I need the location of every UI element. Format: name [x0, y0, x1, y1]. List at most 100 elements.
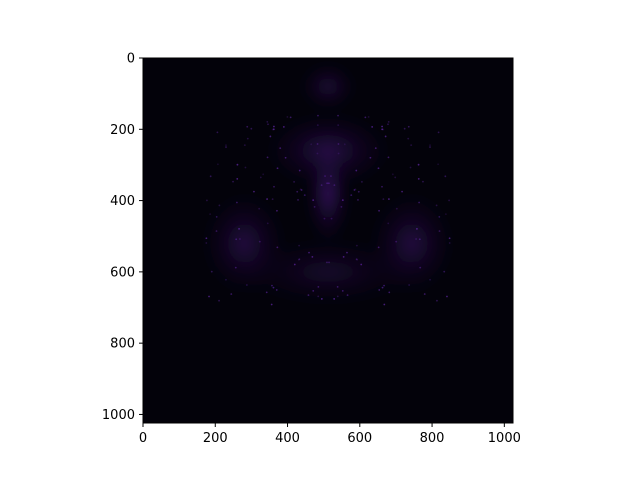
heatmap-speck	[418, 202, 420, 204]
heatmap-speck	[273, 287, 275, 289]
x-axis: 0 200 400 600 800 1000	[139, 423, 521, 446]
heatmap-speck	[276, 210, 278, 212]
heatmap-speck	[294, 264, 296, 266]
heatmap-region-center-column	[306, 140, 349, 247]
heatmap-speck	[407, 138, 409, 140]
heatmap-speck	[267, 123, 269, 125]
heatmap-speck	[247, 138, 249, 140]
heatmap-speck	[416, 228, 418, 230]
heatmap-speck	[237, 164, 239, 166]
heatmap-speck	[429, 146, 431, 148]
y-tick-label: 600	[110, 265, 135, 280]
heatmap-speck	[300, 188, 302, 190]
heatmap-speck	[205, 237, 207, 239]
heatmap-speck	[404, 128, 406, 130]
heatmap-speck	[358, 191, 360, 193]
heatmap-speck	[356, 245, 358, 247]
heatmap-region-lower-body	[234, 236, 422, 307]
heatmap-speck	[368, 116, 370, 118]
heatmap-speck	[449, 237, 451, 239]
heatmap-speck	[382, 198, 384, 200]
heatmap-speck	[346, 252, 348, 254]
heatmap-speck	[333, 298, 335, 300]
heatmap-speck	[438, 131, 440, 133]
heatmap-speck	[232, 181, 234, 183]
heatmap-speck	[344, 143, 346, 145]
heatmap-speck	[342, 290, 344, 292]
heatmap-speck	[311, 256, 313, 258]
heatmap-speck	[216, 230, 218, 232]
heatmap-speck	[310, 143, 312, 145]
heatmap-speck	[238, 228, 240, 230]
heatmap-speck	[392, 173, 394, 175]
heatmap-speck	[388, 121, 390, 123]
heatmap-speck	[378, 289, 380, 291]
heatmap-speck	[328, 182, 330, 184]
heatmap-speck	[218, 300, 220, 302]
heatmap-speck	[314, 206, 316, 208]
heatmap-speck	[401, 191, 403, 193]
heatmap-speck	[396, 208, 398, 210]
heatmap-speck	[296, 191, 298, 193]
heatmap-speck	[317, 295, 319, 297]
heatmap-speck	[225, 146, 227, 148]
heatmap-speck	[387, 123, 389, 125]
heatmap-speck	[269, 136, 271, 138]
heatmap-speck	[357, 199, 359, 201]
y-tick-label: 1000	[102, 408, 135, 423]
heatmap-speck	[218, 205, 220, 207]
heatmap-speck	[418, 164, 420, 166]
heatmap-speck	[388, 156, 390, 158]
heatmap-speck	[438, 216, 440, 218]
heatmap-speck	[419, 238, 421, 240]
heatmap-speck	[410, 144, 412, 146]
heatmap-speck	[355, 188, 357, 190]
y-tick-label: 200	[110, 123, 135, 138]
heatmap-speck	[429, 144, 431, 146]
heatmap-speck	[317, 143, 319, 145]
heatmap-speck	[410, 167, 412, 169]
heatmap-speck	[246, 284, 248, 286]
heatmap-speck	[355, 170, 357, 172]
heatmap-speck	[350, 194, 352, 196]
heatmap-speck	[333, 184, 335, 186]
heatmap-speck	[216, 216, 218, 218]
heatmap-speck	[298, 258, 300, 260]
heatmap-speck	[273, 128, 275, 130]
heatmap-speck	[235, 267, 237, 269]
heatmap-speck	[276, 289, 278, 291]
heatmap-speck	[236, 202, 238, 204]
heatmap-speck	[328, 262, 330, 264]
heatmap-speck	[217, 163, 219, 165]
heatmap-speck	[308, 294, 310, 296]
heatmap-speck	[388, 291, 390, 293]
heatmap-speck	[331, 218, 333, 220]
x-tick-label: 0	[139, 431, 147, 446]
heatmap-speck	[338, 153, 340, 155]
heatmap-speck	[286, 116, 288, 118]
heatmap-speck	[272, 198, 274, 200]
heatmap-speck	[378, 167, 380, 169]
heatmap-speck	[317, 286, 319, 288]
heatmap-speck	[236, 178, 238, 180]
heatmap-speck	[429, 279, 431, 281]
heatmap-speck	[343, 256, 345, 258]
heatmap-image	[143, 58, 513, 423]
heatmap-speck	[394, 177, 396, 179]
heatmap-speck	[267, 156, 269, 158]
heatmap-speck	[276, 246, 278, 248]
heatmap-speck	[338, 143, 340, 145]
heatmap-speck	[266, 198, 268, 200]
heatmap-speck	[356, 258, 358, 260]
heatmap-speck	[337, 124, 339, 126]
heatmap-speck	[290, 116, 292, 118]
y-tick-label: 400	[110, 194, 135, 209]
heatmap-speck	[326, 262, 328, 264]
x-tick-label: 1000	[488, 431, 521, 446]
heatmap-speck	[324, 218, 326, 220]
heatmap-speck	[267, 223, 269, 225]
heatmap-speck	[279, 147, 281, 149]
heatmap-speck	[283, 126, 285, 128]
x-tick-label: 400	[275, 431, 300, 446]
heatmap-speck	[381, 186, 383, 188]
